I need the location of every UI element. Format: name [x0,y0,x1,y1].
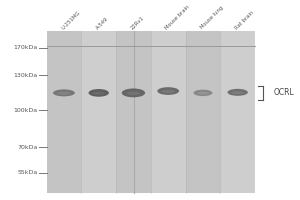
FancyBboxPatch shape [116,31,151,193]
Ellipse shape [227,89,248,96]
Ellipse shape [197,92,208,94]
Text: 70kDa: 70kDa [17,145,38,150]
FancyBboxPatch shape [220,31,255,193]
Text: A-549: A-549 [95,16,110,30]
Text: 100kDa: 100kDa [14,108,38,113]
Text: 55kDa: 55kDa [18,170,38,175]
Ellipse shape [194,90,212,96]
Text: Mouse brain: Mouse brain [165,4,191,30]
Text: 22Rv1: 22Rv1 [130,15,146,30]
Ellipse shape [93,92,105,95]
Text: OCRL: OCRL [274,88,295,97]
Text: 130kDa: 130kDa [14,73,38,78]
FancyBboxPatch shape [46,31,255,193]
Ellipse shape [157,87,179,95]
Ellipse shape [122,88,145,97]
Ellipse shape [127,92,140,95]
Text: Mouse lung: Mouse lung [200,5,224,30]
Ellipse shape [162,90,175,93]
Ellipse shape [57,92,70,95]
FancyBboxPatch shape [46,31,81,193]
FancyBboxPatch shape [81,31,116,193]
Ellipse shape [88,89,109,97]
Ellipse shape [53,89,75,96]
Text: 170kDa: 170kDa [14,45,38,50]
FancyBboxPatch shape [151,31,186,193]
Text: U-251MG: U-251MG [60,10,81,30]
FancyBboxPatch shape [186,31,220,193]
Text: Rat brain: Rat brain [234,10,255,30]
Ellipse shape [232,91,244,94]
